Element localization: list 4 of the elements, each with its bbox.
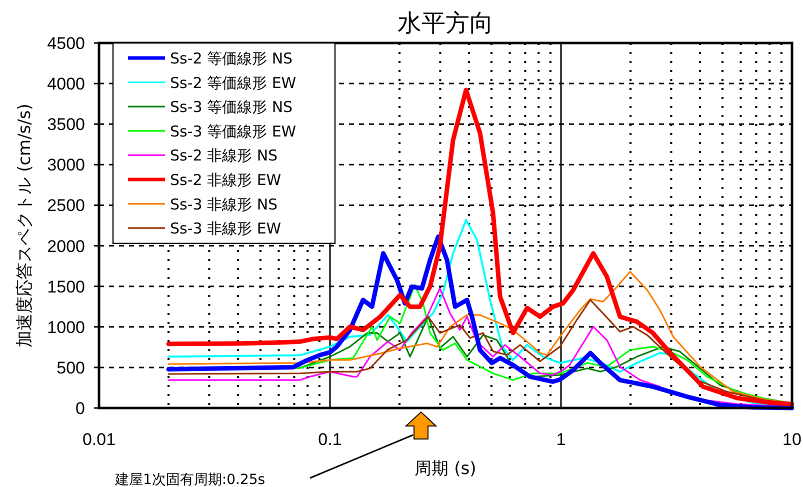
ylabel: 加速度応答スペクトル (cm/s/s) bbox=[15, 104, 35, 348]
xlabel: 周期 (s) bbox=[414, 459, 476, 479]
title: 水平方向 bbox=[398, 9, 494, 37]
annotation: 建屋1次固有周期:0.25s bbox=[115, 472, 266, 487]
